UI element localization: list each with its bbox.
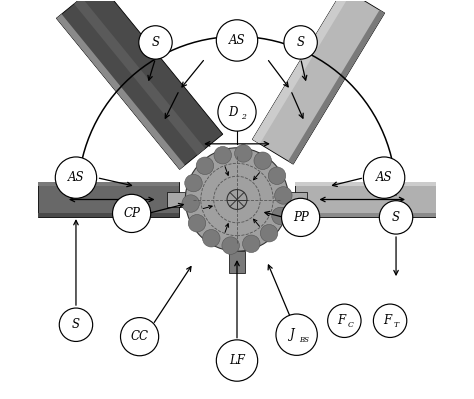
Polygon shape [56,0,223,170]
Text: F: F [337,314,345,327]
Circle shape [214,146,231,164]
Text: 2: 2 [241,113,246,121]
Text: J: J [290,328,295,341]
Circle shape [222,237,239,254]
Polygon shape [38,182,179,186]
Text: S: S [72,318,80,331]
Polygon shape [229,251,245,273]
Circle shape [202,229,220,247]
Polygon shape [167,192,185,207]
Polygon shape [288,10,384,164]
Circle shape [185,174,202,192]
Circle shape [243,235,260,253]
Circle shape [218,93,256,131]
Circle shape [216,20,258,61]
Circle shape [364,157,405,198]
Polygon shape [295,182,436,186]
Text: CC: CC [130,330,148,343]
Circle shape [182,195,200,212]
Text: AS: AS [229,34,245,47]
Polygon shape [56,14,185,170]
Polygon shape [252,0,351,144]
Polygon shape [38,182,179,217]
Circle shape [185,148,289,251]
Circle shape [276,314,317,356]
Polygon shape [295,182,436,217]
Text: LF: LF [229,354,245,367]
Text: F: F [383,314,391,327]
Circle shape [196,157,214,174]
Circle shape [284,26,317,59]
Circle shape [59,308,93,342]
Circle shape [282,198,319,237]
Text: D: D [228,105,238,119]
Text: BS: BS [299,336,309,344]
Text: S: S [392,211,400,224]
Circle shape [55,157,97,198]
Polygon shape [252,0,384,164]
Polygon shape [295,213,436,217]
Circle shape [274,187,292,204]
Circle shape [272,207,289,225]
Polygon shape [74,0,205,155]
Circle shape [139,26,172,59]
Text: S: S [297,36,305,49]
Text: PP: PP [293,211,309,224]
Text: AS: AS [68,171,84,184]
Polygon shape [38,213,179,217]
Circle shape [235,145,252,162]
Circle shape [120,318,159,356]
Circle shape [374,304,407,338]
Text: AS: AS [376,171,392,184]
Circle shape [268,167,286,184]
Circle shape [379,201,413,234]
Circle shape [260,225,278,242]
Circle shape [188,215,206,232]
Polygon shape [289,192,307,207]
Circle shape [254,152,272,170]
Circle shape [328,304,361,338]
Text: S: S [152,36,159,49]
Text: C: C [347,321,353,329]
Text: CP: CP [123,207,140,220]
Circle shape [216,340,258,381]
Text: T: T [393,321,399,329]
Circle shape [112,194,151,233]
